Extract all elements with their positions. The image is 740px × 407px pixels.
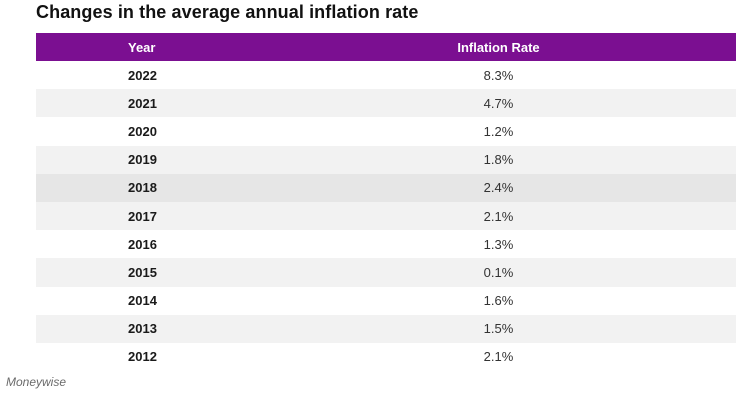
year-cell: 2014	[128, 293, 157, 309]
table-row: 2022 8.3%	[36, 61, 736, 90]
inflation-rate-cell: 2.4%	[483, 180, 514, 196]
table-row: 2012 2.1%	[36, 342, 736, 372]
year-cell: 2022	[128, 67, 157, 83]
year-cell: 2015	[128, 264, 157, 280]
source-credit: Moneywise	[6, 375, 67, 389]
inflation-rate-cell: 8.3%	[483, 67, 514, 83]
table-title: Changes in the average annual inflation …	[36, 2, 419, 22]
table-row: 2015 0.1%	[36, 258, 736, 287]
column-header-year: Year	[128, 39, 156, 55]
inflation-rate-cell: 4.7%	[483, 95, 514, 111]
table-row: 2013 1.5%	[36, 314, 736, 343]
inflation-rate-cell: 0.1%	[483, 264, 514, 280]
inflation-rate-cell: 1.5%	[483, 321, 514, 337]
table-row: 2019 1.8%	[36, 145, 736, 174]
inflation-rate-cell: 2.1%	[483, 349, 514, 365]
inflation-rate-cell: 2.1%	[483, 208, 514, 224]
inflation-rate-cell: 1.8%	[483, 152, 514, 168]
year-cell: 2019	[128, 152, 157, 168]
table-row: 2017 2.1%	[36, 201, 736, 231]
table-row: 2020 1.2%	[36, 117, 736, 146]
inflation-rate-cell: 1.2%	[483, 123, 514, 139]
year-cell: 2017	[128, 208, 157, 224]
table-body: 2022 8.3% 2021 4.7% 2020 1.2% 2019 1.8% 2018 2.4%…	[36, 61, 736, 372]
year-cell: 2016	[128, 236, 157, 252]
table-header-row: Year Inflation Rate	[36, 33, 736, 61]
table-row: 2016 1.3%	[36, 230, 736, 259]
year-cell: 2013	[128, 321, 157, 337]
year-cell: 2018	[128, 180, 157, 196]
year-cell: 2020	[128, 123, 157, 139]
table-row: 2018 2.4%	[36, 173, 736, 202]
table-row: 2021 4.7%	[36, 89, 736, 118]
inflation-table: Year Inflation Rate 2022 8.3% 2021 4.7% 2020…	[36, 33, 736, 372]
year-cell: 2012	[128, 349, 157, 365]
year-cell: 2021	[128, 95, 157, 111]
inflation-rate-cell: 1.6%	[483, 293, 514, 309]
column-header-inflation-rate: Inflation Rate	[457, 39, 540, 55]
table-row: 2014 1.6%	[36, 286, 736, 315]
inflation-rate-cell: 1.3%	[483, 236, 514, 252]
